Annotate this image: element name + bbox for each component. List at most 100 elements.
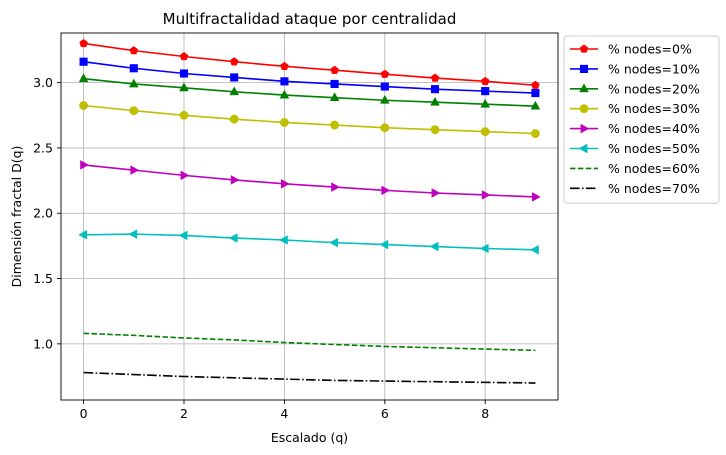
y-tick-label: 3.0 xyxy=(33,75,53,90)
data-point xyxy=(430,125,440,135)
legend-entry: % nodes=60% xyxy=(570,161,700,176)
legend-label: % nodes=10% xyxy=(608,61,700,76)
data-point xyxy=(179,69,189,78)
data-point xyxy=(530,129,540,139)
data-point xyxy=(228,233,238,243)
data-point xyxy=(128,229,138,239)
data-point xyxy=(80,160,89,170)
data-point xyxy=(78,229,87,240)
data-point xyxy=(330,79,339,88)
x-tick-label: 4 xyxy=(280,406,288,421)
data-point xyxy=(532,192,541,202)
legend-marker xyxy=(579,104,589,114)
data-point xyxy=(329,237,338,248)
series-line xyxy=(83,60,536,94)
data-point xyxy=(280,61,289,70)
data-point xyxy=(179,52,189,61)
plot-frame xyxy=(60,32,559,401)
series-6 xyxy=(78,229,539,255)
data-point xyxy=(180,170,190,181)
series-line xyxy=(83,164,536,198)
series-3 xyxy=(78,73,541,110)
legend-entry: % nodes=70% xyxy=(570,181,700,196)
data-point xyxy=(480,127,490,137)
data-point xyxy=(479,243,489,254)
data-point xyxy=(481,190,491,200)
legend-entry: % nodes=20% xyxy=(570,81,700,96)
data-point xyxy=(430,85,440,94)
legend-label: % nodes=30% xyxy=(608,101,700,116)
x-tick-label: 0 xyxy=(80,406,88,421)
data-point xyxy=(380,69,390,78)
legend-marker xyxy=(579,83,589,93)
data-point xyxy=(79,38,88,48)
series-layer xyxy=(78,38,541,384)
chart-title: Multifractalidad ataque por centralidad xyxy=(163,10,457,28)
data-point xyxy=(331,182,340,192)
legend-entry: % nodes=40% xyxy=(570,121,700,136)
data-point xyxy=(79,101,89,110)
data-point xyxy=(230,73,239,82)
data-point xyxy=(179,82,189,92)
data-point xyxy=(380,82,389,91)
legend-entry: % nodes=0% xyxy=(570,42,692,57)
data-point xyxy=(330,65,339,74)
data-point xyxy=(279,89,290,99)
data-point xyxy=(128,78,139,88)
data-point xyxy=(530,244,539,255)
data-point xyxy=(481,87,490,96)
data-point xyxy=(280,77,289,86)
series-7 xyxy=(83,332,536,352)
y-axis-label: Dimensión fractal D(q) xyxy=(9,146,24,288)
y-tick-label: 2.0 xyxy=(33,206,53,221)
data-point xyxy=(429,241,439,252)
series-line xyxy=(83,77,536,107)
legend-entry: % nodes=50% xyxy=(570,141,700,156)
series-4 xyxy=(79,101,540,139)
legend-label: % nodes=60% xyxy=(608,161,700,176)
data-point xyxy=(430,73,440,82)
data-point xyxy=(130,165,140,175)
legend-marker xyxy=(580,123,590,134)
legend: % nodes=0% % nodes=10% % nodes=20% % nodes=… xyxy=(563,35,720,204)
legend-marker xyxy=(579,64,589,73)
legend-label: % nodes=50% xyxy=(608,141,700,156)
data-point xyxy=(229,57,239,66)
data-point xyxy=(178,230,188,241)
x-tick-label: 2 xyxy=(180,406,188,421)
data-point xyxy=(281,179,290,189)
data-point xyxy=(531,80,540,89)
data-point xyxy=(379,94,390,104)
legend-entry: % nodes=30% xyxy=(570,101,700,116)
data-point xyxy=(430,96,440,106)
data-point xyxy=(78,73,89,83)
data-point xyxy=(229,114,239,124)
data-point xyxy=(431,188,441,198)
legend-label: % nodes=40% xyxy=(608,121,700,136)
data-point xyxy=(380,123,390,133)
data-point xyxy=(480,76,490,85)
series-line xyxy=(83,104,536,135)
y-tick-label: 2.5 xyxy=(33,140,53,155)
legend-marker xyxy=(579,44,589,53)
data-point xyxy=(129,106,139,116)
data-point xyxy=(531,89,540,98)
y-tick-label: 1.0 xyxy=(33,336,53,351)
series-8 xyxy=(83,371,536,384)
legend-label: % nodes=70% xyxy=(608,181,700,196)
data-point xyxy=(279,118,289,127)
data-point xyxy=(79,57,88,66)
data-point xyxy=(229,86,240,96)
series-2 xyxy=(79,57,540,98)
data-point xyxy=(330,120,340,130)
data-point xyxy=(530,100,541,110)
series-line xyxy=(83,332,536,352)
legend-marker xyxy=(578,143,588,154)
series-line xyxy=(83,42,536,87)
data-point xyxy=(279,235,288,245)
series-5 xyxy=(80,160,541,202)
axis-ticks: 0 2 4 6 8 1.0 1.5 2.0 2.5 3.0 xyxy=(33,75,489,421)
data-point xyxy=(480,98,491,108)
legend-label: % nodes=20% xyxy=(608,81,700,96)
